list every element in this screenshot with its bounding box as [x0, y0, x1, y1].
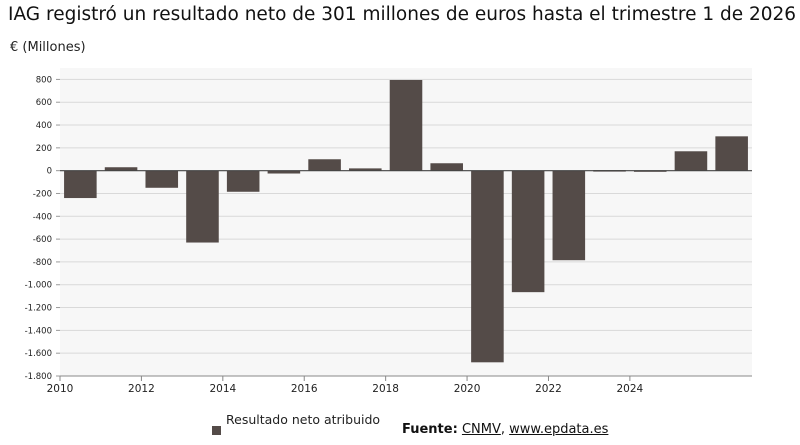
bar-2015[interactable]	[267, 170, 301, 174]
bar-2018[interactable]	[389, 79, 423, 171]
legend-swatch	[212, 426, 221, 435]
x-tick-label: 2012	[128, 383, 155, 395]
bar-2019[interactable]	[430, 163, 463, 171]
bar-2010[interactable]	[64, 170, 97, 199]
y-tick-label: 200	[36, 144, 52, 154]
y-axis-ticks: 800 600 400 200 0 -200 -400 -600 -800 -1.000 -1.20…	[25, 75, 60, 382]
y-tick-label: -1.800	[25, 372, 52, 382]
x-tick-label: 2014	[209, 383, 236, 395]
source-prefix: Fuente:	[402, 422, 458, 437]
y-tick-label: -200	[33, 189, 52, 199]
source-link-cnmv[interactable]: CNMV	[461, 422, 501, 437]
y-axis-unit-label: € (Millones)	[10, 40, 86, 55]
source-note: Fuente: CNMV, www.epdata.es	[402, 422, 608, 437]
y-tick-label: -400	[33, 212, 52, 222]
bar-2025[interactable]	[674, 151, 708, 171]
x-tick-label: 2016	[291, 383, 318, 395]
bar-2026[interactable]	[715, 136, 748, 171]
y-tick-label: -1.000	[25, 281, 52, 291]
x-axis-ticks: 2010 2012 2014 2016 2018 2020 2022 2024	[47, 376, 644, 395]
bar-2021[interactable]	[511, 170, 545, 293]
x-tick-label: 2022	[535, 383, 562, 395]
chart-title: IAG registró un resultado neto de 301 mi…	[8, 4, 797, 25]
bar-2020[interactable]	[471, 170, 504, 363]
legend-label: Resultado neto atribuido	[226, 412, 381, 427]
y-tick-label: -1.200	[25, 304, 52, 314]
y-tick-label: 0	[47, 167, 52, 177]
source-separator: ,	[500, 422, 510, 437]
y-tick-label: -600	[33, 235, 52, 245]
grid-lines	[60, 78, 752, 377]
bars	[64, 79, 748, 363]
x-tick-label: 2024	[617, 383, 644, 395]
y-tick-label: -800	[33, 258, 52, 268]
y-tick-label: 600	[36, 98, 52, 108]
bar-2014[interactable]	[226, 170, 260, 192]
bar-2013[interactable]	[186, 170, 219, 243]
x-tick-label: 2018	[372, 383, 399, 395]
x-tick-label: 2020	[454, 383, 481, 395]
source-link-epdata[interactable]: www.epdata.es	[509, 422, 609, 437]
y-tick-label: -1.400	[25, 326, 52, 336]
y-tick-label: 800	[36, 75, 52, 85]
bar-2011[interactable]	[104, 167, 138, 171]
y-tick-label: -1.600	[25, 349, 52, 359]
x-tick-label: 2010	[47, 383, 74, 395]
bar-2012[interactable]	[145, 170, 179, 188]
y-tick-label: 400	[36, 121, 52, 131]
bar-2022[interactable]	[552, 170, 586, 261]
bar-2016[interactable]	[308, 159, 341, 171]
bar-2017[interactable]	[349, 168, 382, 171]
